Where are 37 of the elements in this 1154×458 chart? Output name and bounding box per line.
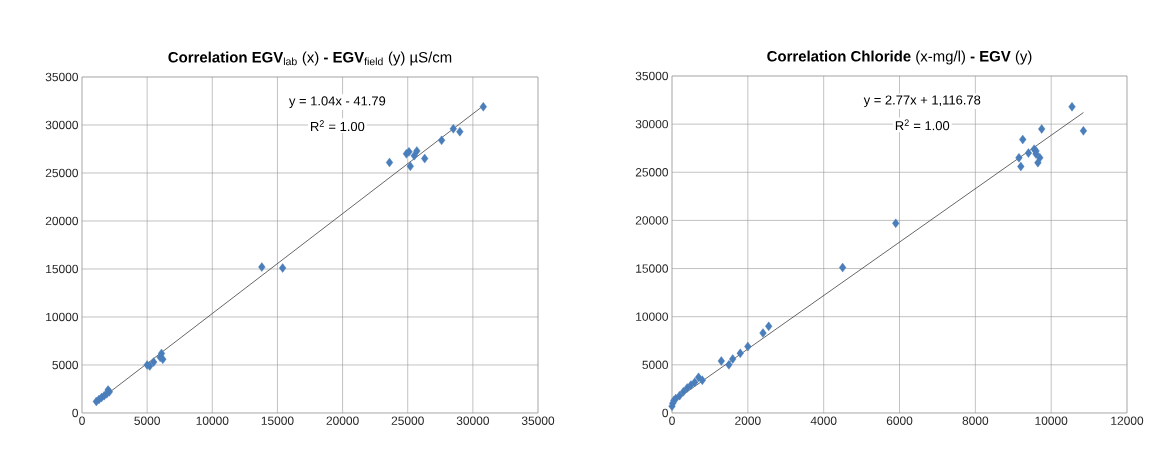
annotation: y = 1.04x - 41.79	[288, 96, 386, 109]
x-tick-label: 5000	[134, 416, 160, 425]
annotation: R$^{2}$ = 1.00	[895, 119, 950, 131]
x-tick-label: 6000	[886, 416, 913, 425]
y-tick-label: 35000	[635, 71, 669, 81]
y-tick-label: 30000	[45, 120, 79, 130]
y-tick-label: 10000	[636, 312, 669, 321]
y-tick-label: 10000	[46, 312, 79, 322]
y-tick-label: 5000	[52, 360, 79, 370]
annotation: R$^{2}$ = 1.00	[311, 120, 365, 132]
annotation: y = 2.77x + 1,116.78	[863, 95, 981, 108]
y-tick-label: 15000	[46, 264, 79, 274]
chart-title: Correlation EGV$_{lab}$ (x) - EGV$_{field}$ (y) µS/cm	[168, 51, 452, 66]
x-tick-label: 2000	[735, 416, 761, 425]
y-tick-label: 0	[662, 408, 669, 418]
x-tick-label: 4000	[810, 416, 837, 425]
x-tick-label: 10000	[196, 416, 229, 425]
y-tick-label: 25000	[635, 168, 669, 177]
x-tick-label: 35000	[521, 416, 555, 425]
x-tick-label: 0	[79, 416, 85, 425]
y-tick-label: 20000	[45, 216, 79, 226]
y-tick-label: 30000	[635, 119, 669, 129]
y-tick-label: 35000	[45, 72, 79, 82]
y-tick-label: 15000	[636, 264, 669, 273]
y-tick-label: 25000	[45, 168, 79, 178]
y-tick-label: 0	[72, 408, 79, 418]
chart-title: Correlation Chloride (x-mg/l) - EGV (y)	[767, 50, 1032, 65]
y-tick-label: 5000	[642, 360, 669, 370]
x-tick-label: 8000	[962, 416, 989, 425]
x-tick-label: 10000	[1035, 416, 1068, 425]
x-tick-label: 30000	[456, 416, 490, 425]
x-tick-label: 0	[669, 416, 675, 425]
y-tick-label: 20000	[635, 216, 669, 225]
x-tick-label: 12000	[1111, 416, 1144, 425]
x-tick-label: 15000	[261, 416, 294, 425]
x-tick-label: 20000	[326, 416, 359, 425]
x-tick-label: 25000	[391, 416, 424, 425]
